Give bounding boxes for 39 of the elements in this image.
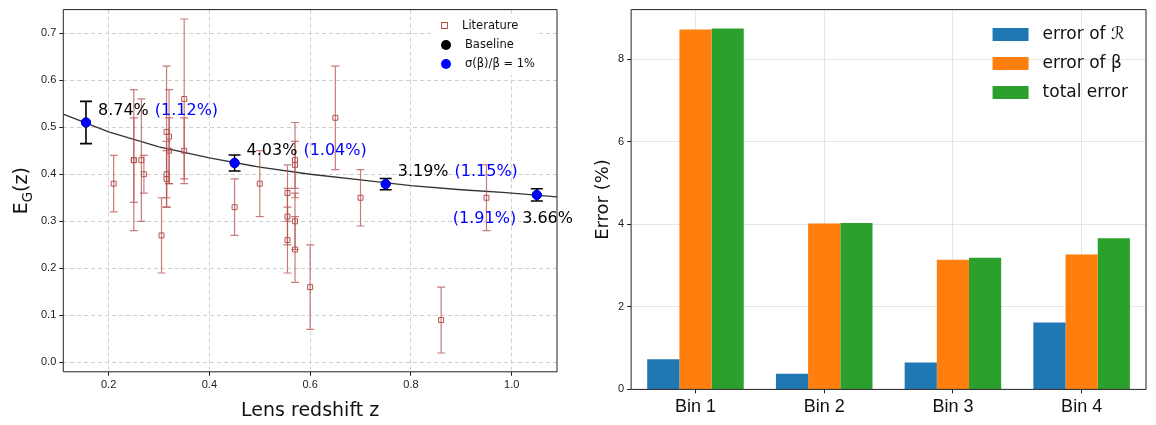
x-tick-label: 0.2 [100,378,117,391]
y-tick-label: 0.5 [40,120,57,133]
y-tick-label: 4 [617,217,625,230]
x-tick-label: 0.4 [201,378,218,391]
x-tick-label: Bin 3 [932,396,974,417]
legend-label: total error [1042,80,1129,101]
y-tick-label: 0 [617,382,625,395]
y-tick-label: 6 [617,134,625,147]
y-tick-label: 0.6 [40,73,57,86]
annotation: 3.66% [522,208,573,228]
x-tick-label: Bin 1 [674,396,716,417]
y-tick-label: 0.1 [40,308,57,321]
annotation: (1.15%) [454,161,518,181]
legend-label: Baseline [464,36,514,53]
y-tick-label: 0.0 [40,355,57,368]
x-axis-title: Lens redshift z [241,397,380,420]
x-tick-label: 0.8 [403,378,419,391]
x-tick-label: Bin 2 [803,396,845,417]
annotation: 8.74% [97,99,149,119]
x-tick-label: 0.6 [302,378,318,391]
y-tick-label: 0.4 [40,167,57,180]
x-tick-label: Bin 4 [1061,396,1103,417]
annotation: (1.12%) [154,99,219,119]
legend-label: σ(β)/β = 1% [464,55,535,72]
y-tick-label: 8 [617,52,625,65]
x-tick-label: 1.0 [504,378,520,391]
y-tick-label: 0.2 [40,261,57,274]
y-axis-title: EG(z) [8,167,36,215]
annotation: 3.19% [397,161,449,181]
y-tick-label: 0.3 [40,214,57,227]
legend-label: error of β [1042,51,1122,72]
annotation: (1.91%) [452,208,517,228]
y-axis-title: Error (%) [590,159,612,240]
legend-label: error of ℛ [1042,22,1125,43]
y-tick-label: 0.7 [40,26,57,39]
legend-label: Literature [461,17,519,34]
y-tick-label: 2 [617,299,625,312]
annotation: 4.03% [246,140,298,160]
annotation: (1.04%) [303,140,367,160]
